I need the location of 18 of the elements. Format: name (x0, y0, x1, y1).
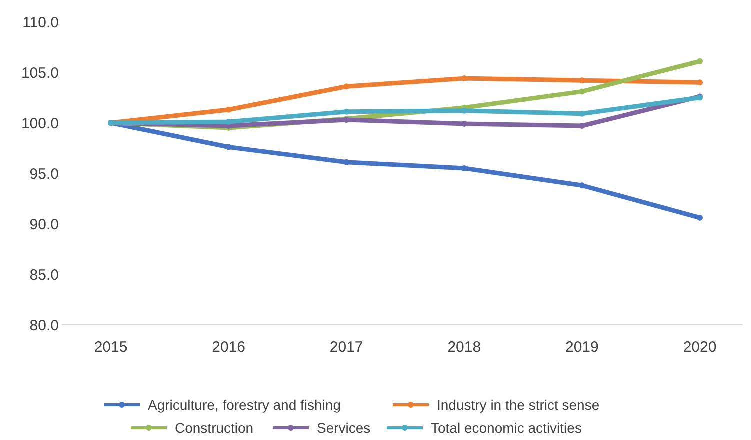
x-tick-label: 2016 (212, 339, 246, 356)
legend-label: Industry in the strict sense (437, 396, 600, 413)
legend-label: Construction (175, 420, 254, 436)
x-tick-label: 2018 (448, 339, 482, 356)
y-tick-label: 80.0 (30, 317, 59, 334)
y-tick-label: 90.0 (30, 216, 59, 234)
legend-label: Services (317, 420, 371, 436)
y-tick-label: 95.0 (30, 166, 59, 183)
x-tick-label: 2019 (566, 339, 599, 356)
legend-label: Agriculture, forestry and fishing (148, 396, 341, 413)
y-tick-label: 105.0 (21, 64, 59, 82)
y-tick-label: 85.0 (30, 266, 59, 284)
x-tick-label: 2015 (94, 339, 128, 356)
x-tick-label: 2020 (683, 339, 717, 356)
y-tick-label: 110.0 (22, 14, 59, 32)
x-tick-label: 2017 (330, 339, 364, 356)
legend-label: Total economic activities (431, 420, 582, 436)
y-tick-label: 100.0 (21, 115, 59, 132)
